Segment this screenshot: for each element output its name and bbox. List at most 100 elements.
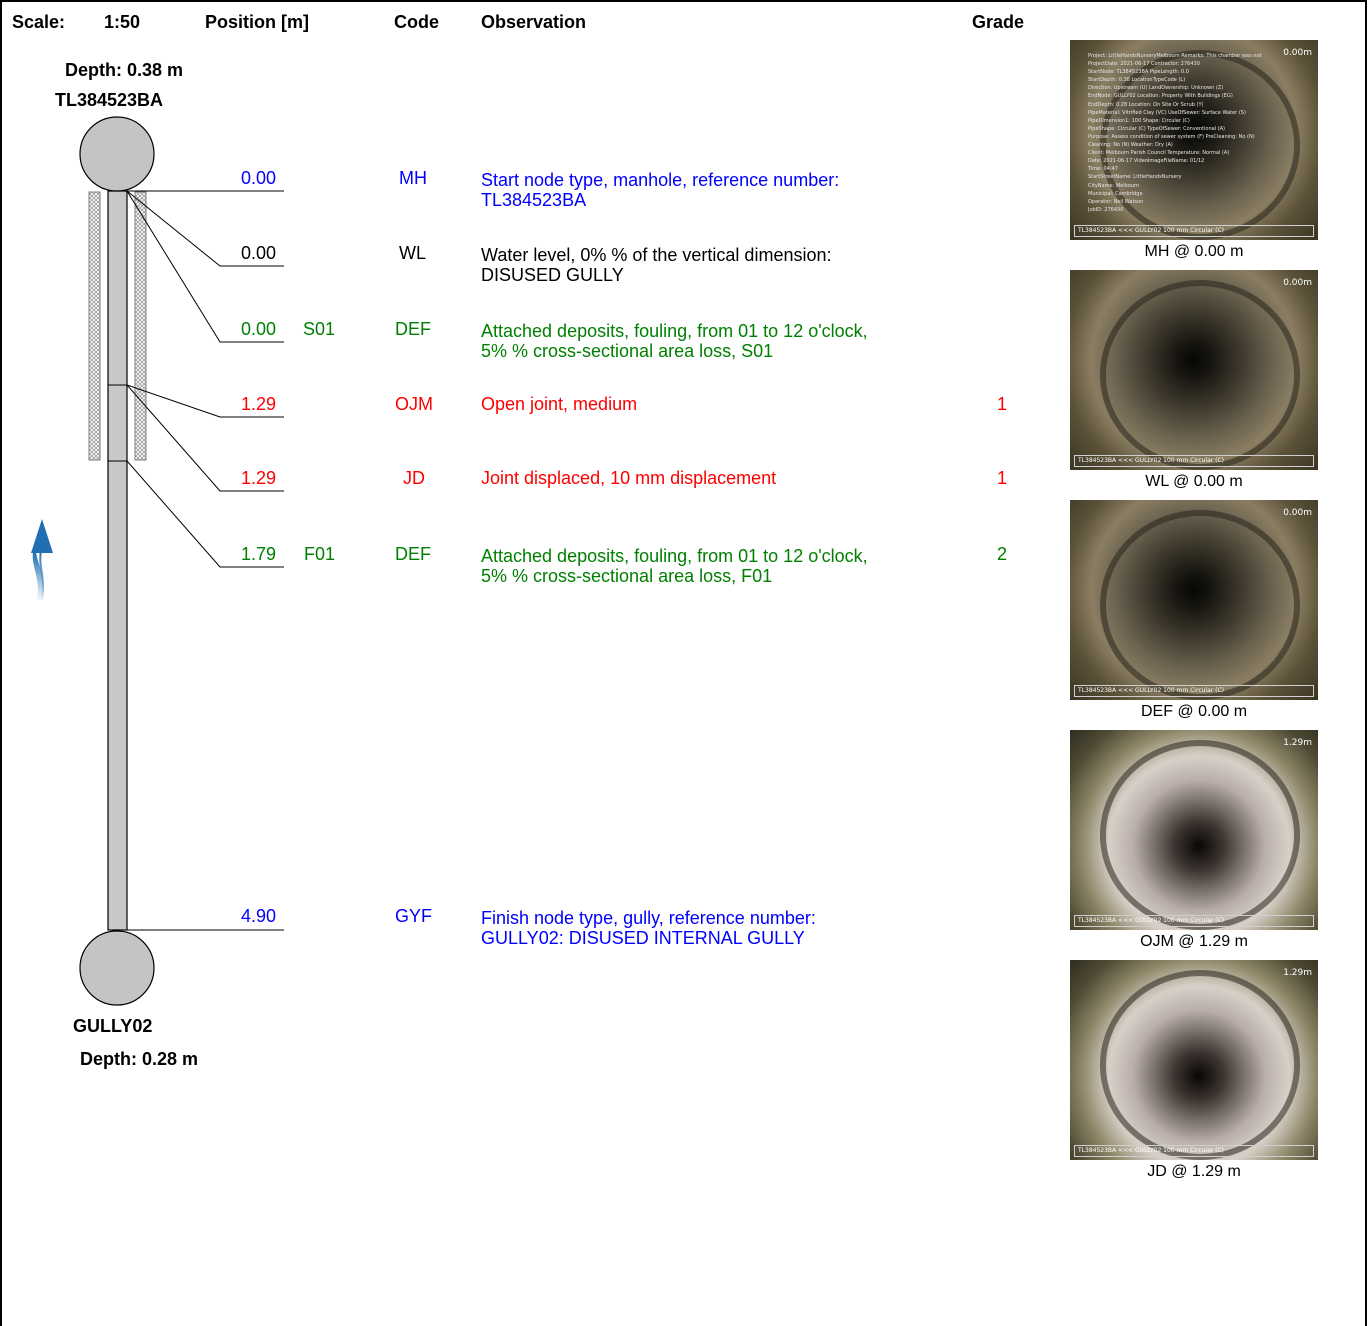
code-value: MH	[399, 168, 427, 188]
overlay-line: StartStreetName: LittleHandsNursery	[1088, 174, 1182, 181]
overlay-line: Direction: Upstream (U) LandOwnership: U…	[1088, 85, 1224, 92]
photo-distance-stamp: 0.00m	[1283, 278, 1312, 288]
position-value: 0.00	[240, 319, 276, 339]
overlay-line: EndDepth: 0.28 Location: On Site Or Scru…	[1088, 101, 1204, 108]
overlay-line: StartNode: TL384523BA PipeLength: 0.0	[1088, 69, 1189, 76]
code-value: DEF	[395, 319, 431, 339]
observation-line-2: GULLY02: DISUSED INTERNAL GULLY	[481, 928, 805, 948]
cctv-photo-ojm[interactable]: 1.29m TL384523BA <<< GULLY02 100 mm Circ…	[1070, 730, 1318, 930]
overlay-line: PipeDimension1: 100 Shape: Circular (C)	[1088, 117, 1190, 124]
finish-node-name: GULLY02	[73, 1016, 153, 1036]
pipe-ring	[1100, 280, 1300, 470]
code-value: WL	[399, 243, 426, 263]
photo-info-strip: TL384523BA <<< GULLY02 100 mm Circular (…	[1074, 455, 1314, 467]
observation-line-1: Open joint, medium	[481, 394, 638, 414]
photo-info-strip: TL384523BA <<< GULLY02 100 mm Circular (…	[1074, 915, 1314, 927]
leader-lines	[126, 190, 284, 931]
code-column-header: Code	[394, 12, 439, 32]
position-value: 0.00	[240, 168, 276, 188]
observation-line-1: Water level, 0% % of the vertical dimens…	[481, 245, 832, 265]
observation-line-2: DISUSED GULLY	[481, 265, 624, 285]
observation-column-header: Observation	[481, 12, 587, 32]
start-node-name: TL384523BA	[55, 90, 164, 110]
position-value: 1.29	[240, 468, 276, 488]
observation-text: Start node type, manhole, reference numb…	[481, 170, 951, 210]
overlay-line: EndNode: GULLY02 Location: Property With…	[1088, 93, 1233, 100]
overlay-line: Municipal: Cambridge	[1088, 190, 1143, 197]
photo-caption: DEF @ 0.00 m	[1140, 703, 1248, 720]
photo-info-strip: TL384523BA <<< GULLY02 100 mm Circular (…	[1074, 225, 1314, 237]
cctv-photo-wl[interactable]: 0.00m TL384523BA <<< GULLY02 100 mm Circ…	[1070, 270, 1318, 470]
cctv-photo-jd[interactable]: 1.29m TL384523BA <<< GULLY02 100 mm Circ…	[1070, 960, 1318, 1160]
grade-value: 1	[997, 468, 1008, 488]
observation-line-1: Attached deposits, fouling, from 01 to 1…	[481, 321, 868, 341]
position-value: 1.79	[240, 544, 276, 564]
grade-value: 1	[997, 394, 1008, 414]
photo-info-strip: TL384523BA <<< GULLY02 100 mm Circular (…	[1074, 685, 1314, 697]
position-value: 0.00	[240, 243, 276, 263]
start-node-circle	[79, 116, 155, 192]
pipe-ring	[1100, 970, 1300, 1160]
code-value: DEF	[395, 544, 431, 564]
observation-line-1: Joint displaced, 10 mm displacement	[481, 468, 777, 488]
observation-text: Open joint, medium	[481, 394, 951, 414]
code-value: OJM	[395, 394, 433, 414]
code-value: JD	[403, 468, 425, 488]
cctv-photo-def[interactable]: 0.00m TL384523BA <<< GULLY02 100 mm Circ…	[1070, 500, 1318, 700]
clock-ref: F01	[304, 544, 336, 564]
overlay-line: Operator: Neil Watson	[1088, 198, 1144, 205]
overlay-line: Purpose: Assess condition of sewer syste…	[1088, 133, 1255, 140]
photo-caption: OJM @ 1.29 m	[1140, 933, 1248, 950]
observation-line-2: TL384523BA	[481, 190, 587, 210]
observation-line-2: 5% % cross-sectional area loss, S01	[481, 341, 774, 361]
overlay-line: ProjectDate: 2021-06-17 Contractor: 2764…	[1088, 61, 1200, 68]
overlay-line: PipeMaterial: Vitrified Clay (VC) UseOfS…	[1088, 109, 1246, 116]
observation-text: Joint displaced, 10 mm displacement	[481, 468, 951, 488]
observation-line-1: Finish node type, gully, reference numbe…	[481, 908, 816, 928]
grade-value: 2	[997, 544, 1008, 564]
overlay-line: StartDepth: 0.38 LocationTypeCode (L)	[1088, 77, 1186, 84]
overlay-line: PipeShape: Circular (C) TypeOfSewer: Con…	[1088, 125, 1226, 132]
overlay-line: JobID: 276430	[1088, 206, 1124, 213]
overlay-line: Date: 2021-06-17 VideoImageFileName: 01/…	[1088, 158, 1205, 165]
observation-text: Water level, 0% % of the vertical dimens…	[481, 245, 951, 285]
finish-node-depth: Depth: 0.28 m	[80, 1049, 199, 1069]
overlay-line: CityName: Melbourn	[1088, 182, 1140, 189]
observation-line-2: 5% % cross-sectional area loss, F01	[481, 566, 773, 586]
photo-caption: WL @ 0.00 m	[1145, 473, 1243, 490]
cctv-photo-mh[interactable]: Project: LittleHandsNurseryMelbourn Rema…	[1070, 40, 1318, 240]
observation-text: Attached deposits, fouling, from 01 to 1…	[481, 321, 951, 361]
observation-text: Finish node type, gully, reference numbe…	[481, 908, 951, 948]
deposit-band-right	[134, 191, 147, 461]
position-column-header: Position [m]	[205, 12, 309, 32]
flow-direction-arrow-icon	[31, 519, 53, 600]
deposit-band-left	[88, 191, 101, 461]
photo-distance-stamp: 1.29m	[1283, 738, 1312, 748]
pipe-ring	[1100, 50, 1300, 240]
observation-line-1: Attached deposits, fouling, from 01 to 1…	[481, 546, 868, 566]
pipe-ring	[1100, 510, 1300, 700]
code-value: GYF	[395, 906, 433, 926]
photo-distance-stamp: 0.00m	[1283, 48, 1312, 58]
photo-caption: JD @ 1.29 m	[1147, 1163, 1241, 1180]
photo-caption: MH @ 0.00 m	[1144, 243, 1244, 260]
pipe-ring	[1100, 740, 1300, 930]
overlay-line: Client: Melbourn Parish Council Temperat…	[1088, 150, 1230, 157]
photo-distance-stamp: 0.00m	[1283, 508, 1312, 518]
pipe-body	[107, 190, 128, 931]
overlay-line: Project: LittleHandsNurseryMelbourn Rema…	[1088, 53, 1262, 59]
observation-line-1: Start node type, manhole, reference numb…	[481, 170, 840, 190]
survey-details-overlay: Project: LittleHandsNurseryMelbourn Rema…	[1088, 52, 1316, 214]
clock-ref: S01	[303, 319, 336, 339]
finish-node-circle	[79, 930, 155, 1006]
overlay-line: Time: 04:47	[1088, 166, 1118, 173]
scale-label: Scale:	[12, 12, 66, 32]
observation-text: Attached deposits, fouling, from 01 to 1…	[481, 546, 951, 586]
start-node-depth: Depth: 0.38 m	[65, 60, 184, 80]
scale-value: 1:50	[104, 12, 141, 32]
grade-column-header: Grade	[972, 12, 1025, 32]
photo-distance-stamp: 1.29m	[1283, 968, 1312, 978]
